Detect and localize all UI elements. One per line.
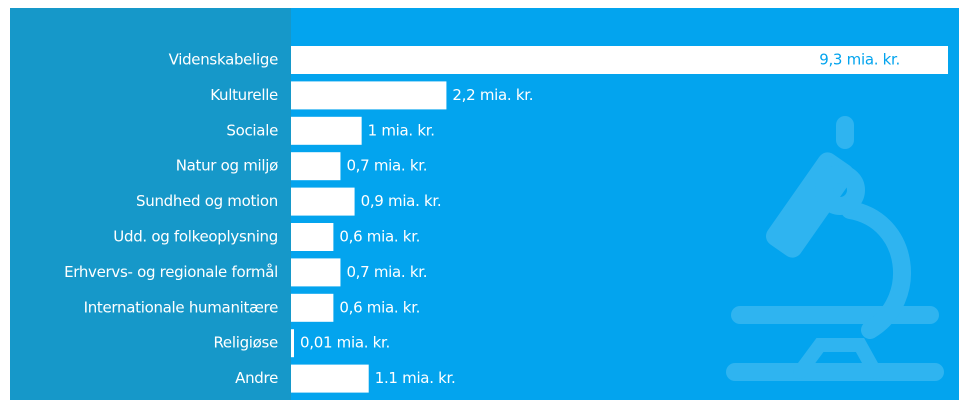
value-label: 1.1 mia. kr. (375, 369, 456, 387)
category-label: Andre (235, 369, 278, 387)
bar (291, 223, 333, 251)
bar (291, 117, 362, 145)
bar (291, 258, 340, 286)
bar (291, 294, 333, 322)
value-label: 9,3 mia. kr. (819, 51, 900, 69)
chart: Videnskabelige 9,3 mia. kr. Kulturelle 2,2 … (0, 0, 963, 405)
bar (291, 329, 294, 357)
category-label: Sundhed og motion (136, 192, 278, 210)
category-label: Natur og miljø (176, 157, 278, 175)
value-label: 0,01 mia. kr. (300, 334, 390, 352)
bar (291, 188, 355, 216)
value-label: 1 mia. kr. (368, 121, 435, 139)
category-label: Internationale humanitære (84, 298, 278, 316)
bar (291, 81, 446, 109)
value-label: 2,2 mia. kr. (452, 86, 533, 104)
value-label: 0,7 mia. kr. (346, 157, 427, 175)
value-label: 0,7 mia. kr. (346, 263, 427, 281)
category-label: Videnskabelige (169, 51, 278, 69)
bar (291, 365, 369, 393)
category-label: Sociale (226, 121, 278, 139)
value-label: 0,6 mia. kr. (339, 298, 420, 316)
value-label: 0,6 mia. kr. (339, 228, 420, 246)
category-label: Kulturelle (210, 86, 278, 104)
category-label: Udd. og folkeoplysning (113, 228, 278, 246)
category-label: Erhvervs- og regionale formål (64, 263, 278, 281)
value-label: 0,9 mia. kr. (361, 192, 442, 210)
category-label: Religiøse (213, 334, 278, 352)
bar (291, 152, 340, 180)
